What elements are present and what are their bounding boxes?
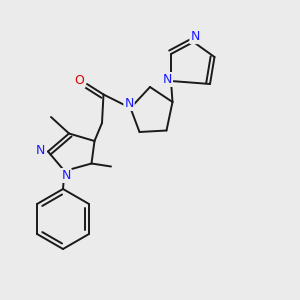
Text: N: N: [61, 169, 71, 182]
Text: N: N: [190, 30, 200, 43]
Text: O: O: [75, 74, 84, 88]
Text: N: N: [163, 73, 172, 86]
Text: N: N: [36, 143, 45, 157]
Text: N: N: [124, 97, 134, 110]
